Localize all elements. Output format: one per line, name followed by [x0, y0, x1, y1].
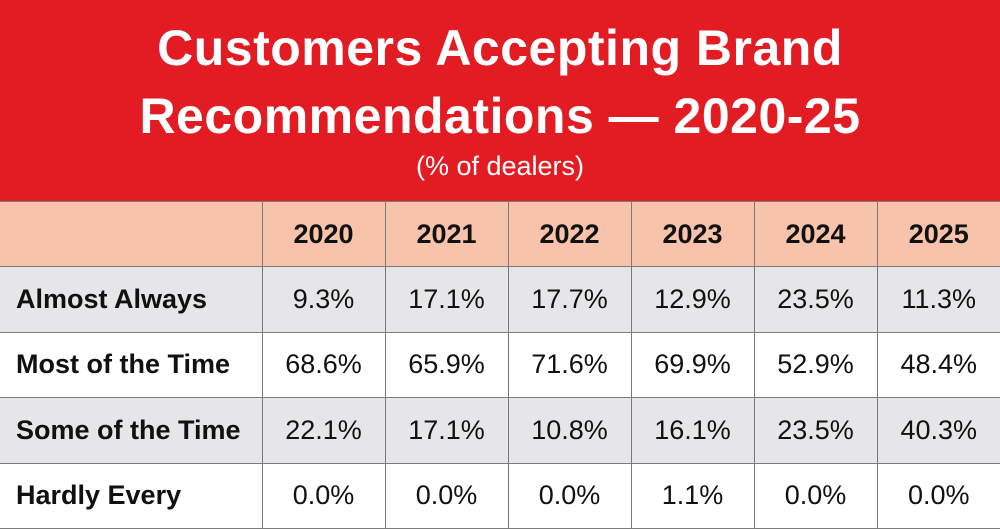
column-header-year: 2021 [384, 201, 509, 267]
table-cell-value: 71.6% [507, 331, 632, 398]
table-row: Almost Always 9.3% 17.1% 17.7% 12.9% 23.5% 11.… [0, 266, 1000, 333]
table-cell-value: 11.3% [876, 266, 1000, 333]
table-cell-value: 52.9% [753, 331, 878, 398]
table-cell-value: 17.7% [507, 266, 632, 333]
table-cell-value: 23.5% [753, 397, 878, 464]
column-header-row: 2020 2021 2022 2023 2024 2025 [0, 201, 1000, 267]
table-cell-value: 22.1% [261, 397, 386, 464]
column-header-year: 2023 [630, 201, 755, 267]
row-label: Hardly Every [0, 462, 263, 529]
table-row: Some of the Time 22.1% 17.1% 10.8% 16.1% 23.5… [0, 397, 1000, 464]
corner-cell [0, 201, 263, 267]
chart-title-line-2: Recommendations — 2020-25 [139, 88, 861, 144]
table-cell-value: 69.9% [630, 331, 755, 398]
title-banner: Customers Accepting Brand Recommendation… [0, 0, 1000, 201]
row-label: Most of the Time [0, 331, 263, 398]
row-label: Almost Always [0, 266, 263, 333]
column-header-year: 2022 [507, 201, 632, 267]
row-label: Some of the Time [0, 397, 263, 464]
table-row: Most of the Time 68.6% 65.9% 71.6% 69.9% 52.9… [0, 331, 1000, 398]
chart-subtitle: (% of dealers) [415, 151, 585, 181]
table-cell-value: 48.4% [876, 331, 1000, 398]
table-cell-value: 12.9% [630, 266, 755, 333]
table-row: Hardly Every 0.0% 0.0% 0.0% 1.1% 0.0% 0.0% [0, 462, 1000, 529]
column-header-year: 2020 [261, 201, 386, 267]
chart-title-line-1: Customers Accepting Brand [157, 20, 843, 76]
table-cell-value: 10.8% [507, 397, 632, 464]
table-cell-value: 0.0% [507, 462, 632, 529]
table-cell-value: 68.6% [261, 331, 386, 398]
table-cell-value: 0.0% [384, 462, 509, 529]
table-cell-value: 9.3% [261, 266, 386, 333]
table-cell-value: 0.0% [876, 462, 1000, 529]
table-cell-value: 40.3% [876, 397, 1000, 464]
column-header-year: 2025 [876, 201, 1000, 267]
data-table: 2020 2021 2022 2023 2024 2025 Almost Always 9.3… [0, 201, 1000, 529]
table-cell-value: 16.1% [630, 397, 755, 464]
table-cell-value: 23.5% [753, 266, 878, 333]
column-header-year: 2024 [753, 201, 878, 267]
table-cell-value: 17.1% [384, 397, 509, 464]
table-cell-value: 0.0% [753, 462, 878, 529]
table-cell-value: 17.1% [384, 266, 509, 333]
table-cell-value: 65.9% [384, 331, 509, 398]
table-cell-value: 1.1% [630, 462, 755, 529]
table-cell-value: 0.0% [261, 462, 386, 529]
